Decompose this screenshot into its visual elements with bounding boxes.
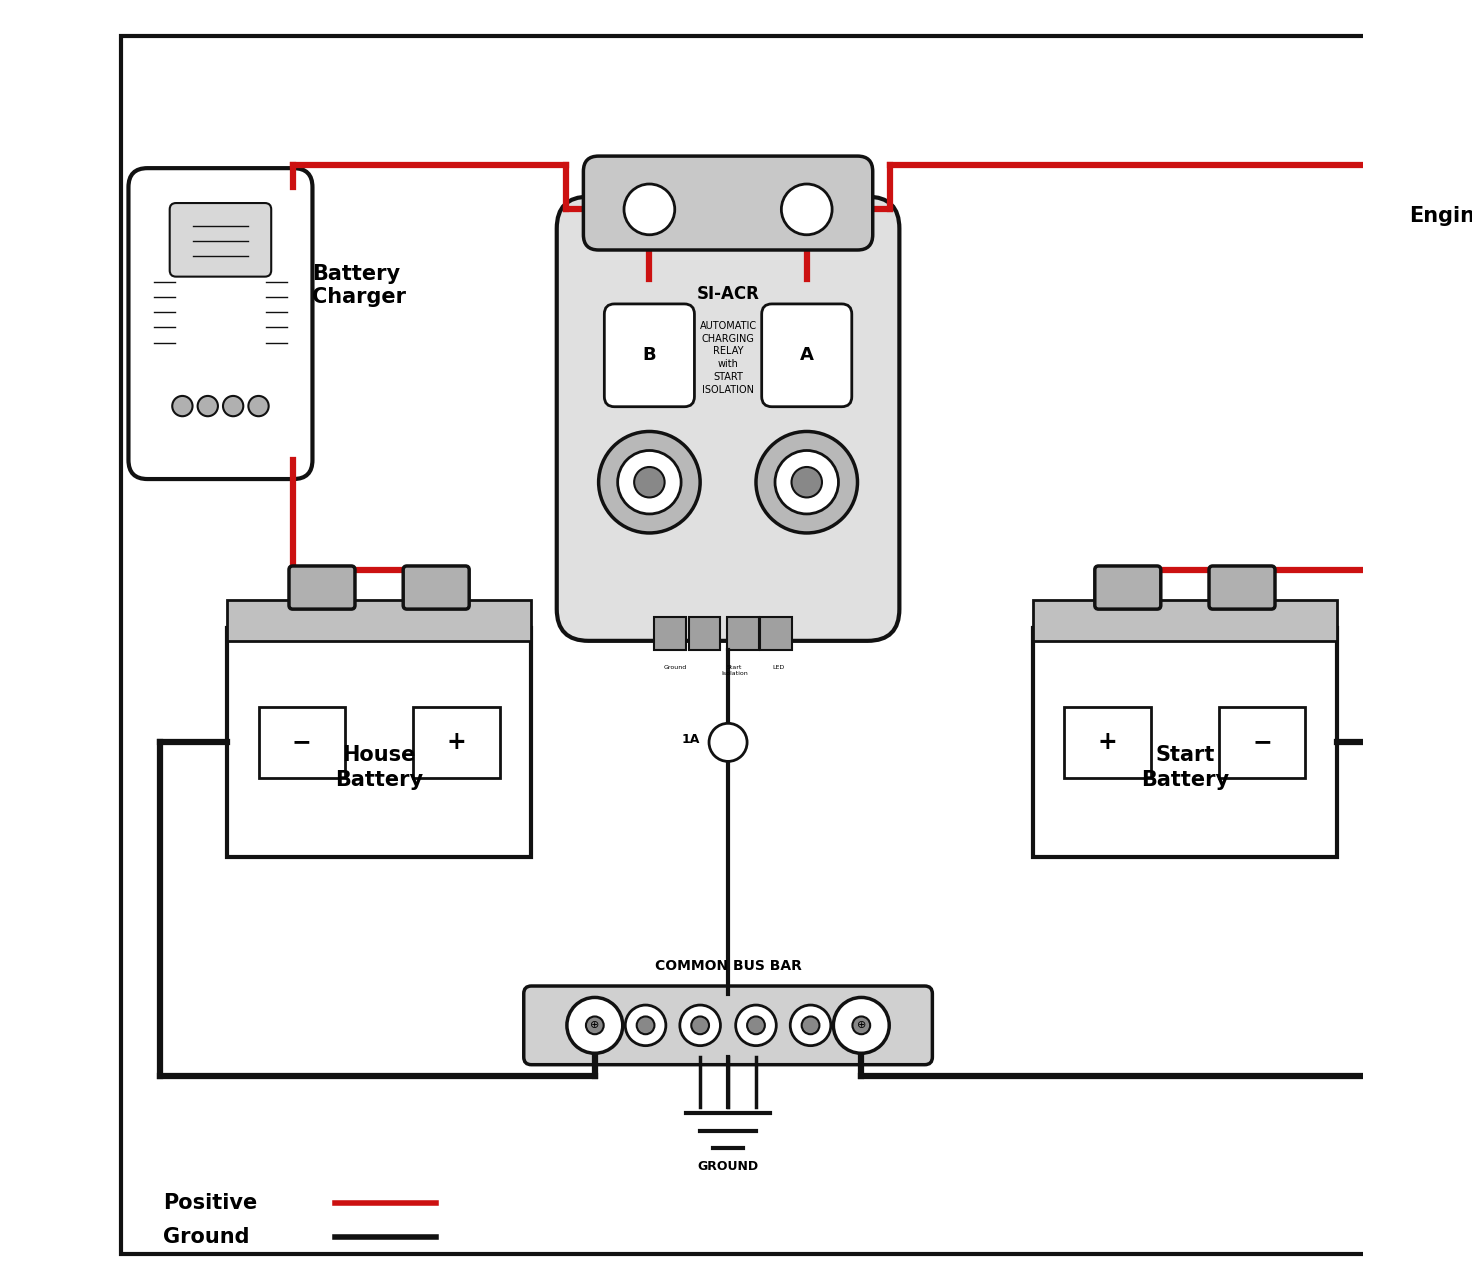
FancyBboxPatch shape bbox=[1033, 628, 1337, 857]
Text: Positive: Positive bbox=[163, 1193, 258, 1213]
Text: +: + bbox=[1098, 731, 1117, 754]
FancyBboxPatch shape bbox=[414, 707, 499, 778]
Circle shape bbox=[802, 1016, 820, 1034]
Circle shape bbox=[792, 467, 821, 497]
Circle shape bbox=[567, 997, 623, 1053]
Text: Start
Battery: Start Battery bbox=[1141, 745, 1229, 791]
Circle shape bbox=[574, 1005, 615, 1046]
Circle shape bbox=[626, 1005, 665, 1046]
Circle shape bbox=[692, 1016, 710, 1034]
Text: Battery
Charger: Battery Charger bbox=[312, 264, 406, 307]
Text: B: B bbox=[643, 346, 657, 364]
Circle shape bbox=[833, 997, 889, 1053]
Circle shape bbox=[172, 396, 193, 416]
Circle shape bbox=[618, 450, 682, 514]
Text: Ground: Ground bbox=[664, 665, 686, 670]
FancyBboxPatch shape bbox=[1064, 707, 1151, 778]
FancyBboxPatch shape bbox=[403, 566, 470, 609]
Circle shape bbox=[599, 431, 701, 533]
Circle shape bbox=[637, 1016, 655, 1034]
Circle shape bbox=[782, 184, 832, 235]
Text: SI-ACR: SI-ACR bbox=[696, 286, 760, 303]
Circle shape bbox=[748, 1016, 765, 1034]
Text: GROUND: GROUND bbox=[698, 1160, 758, 1173]
FancyBboxPatch shape bbox=[1033, 600, 1337, 641]
FancyBboxPatch shape bbox=[1095, 566, 1161, 609]
Circle shape bbox=[222, 396, 243, 416]
Text: LED: LED bbox=[773, 665, 785, 670]
Text: House
Battery: House Battery bbox=[336, 745, 422, 791]
Text: A: A bbox=[799, 346, 814, 364]
Circle shape bbox=[197, 396, 218, 416]
Circle shape bbox=[586, 1016, 604, 1034]
Circle shape bbox=[852, 1016, 870, 1034]
FancyBboxPatch shape bbox=[169, 203, 271, 277]
FancyBboxPatch shape bbox=[727, 617, 758, 650]
FancyBboxPatch shape bbox=[1219, 707, 1306, 778]
FancyBboxPatch shape bbox=[605, 305, 695, 406]
FancyBboxPatch shape bbox=[655, 617, 686, 650]
FancyBboxPatch shape bbox=[128, 169, 312, 480]
FancyBboxPatch shape bbox=[689, 617, 720, 650]
Circle shape bbox=[841, 1005, 882, 1046]
FancyBboxPatch shape bbox=[227, 628, 531, 857]
Text: −: − bbox=[291, 731, 312, 754]
Text: 1A: 1A bbox=[682, 733, 701, 746]
Text: ⊕: ⊕ bbox=[590, 1020, 599, 1030]
Circle shape bbox=[776, 450, 839, 514]
FancyBboxPatch shape bbox=[1209, 566, 1275, 609]
FancyBboxPatch shape bbox=[524, 986, 932, 1065]
Circle shape bbox=[790, 1005, 830, 1046]
FancyBboxPatch shape bbox=[760, 617, 792, 650]
Text: Engine: Engine bbox=[1409, 206, 1472, 226]
Text: ⊕: ⊕ bbox=[857, 1020, 866, 1030]
Text: AUTOMATIC
CHARGING
RELAY
with
START
ISOLATION: AUTOMATIC CHARGING RELAY with START ISOL… bbox=[699, 321, 757, 395]
Text: Start
Isolation: Start Isolation bbox=[721, 665, 748, 676]
Text: Ground: Ground bbox=[163, 1227, 250, 1247]
FancyBboxPatch shape bbox=[227, 600, 531, 641]
Circle shape bbox=[710, 723, 748, 761]
FancyBboxPatch shape bbox=[761, 305, 852, 406]
Circle shape bbox=[634, 467, 665, 497]
Text: +: + bbox=[446, 731, 467, 754]
Circle shape bbox=[680, 1005, 720, 1046]
Circle shape bbox=[757, 431, 858, 533]
Text: COMMON BUS BAR: COMMON BUS BAR bbox=[655, 959, 801, 973]
FancyBboxPatch shape bbox=[556, 197, 899, 641]
FancyBboxPatch shape bbox=[289, 566, 355, 609]
FancyBboxPatch shape bbox=[259, 707, 344, 778]
FancyBboxPatch shape bbox=[583, 156, 873, 250]
Circle shape bbox=[249, 396, 269, 416]
Text: −: − bbox=[1253, 731, 1272, 754]
Circle shape bbox=[624, 184, 674, 235]
Circle shape bbox=[736, 1005, 776, 1046]
